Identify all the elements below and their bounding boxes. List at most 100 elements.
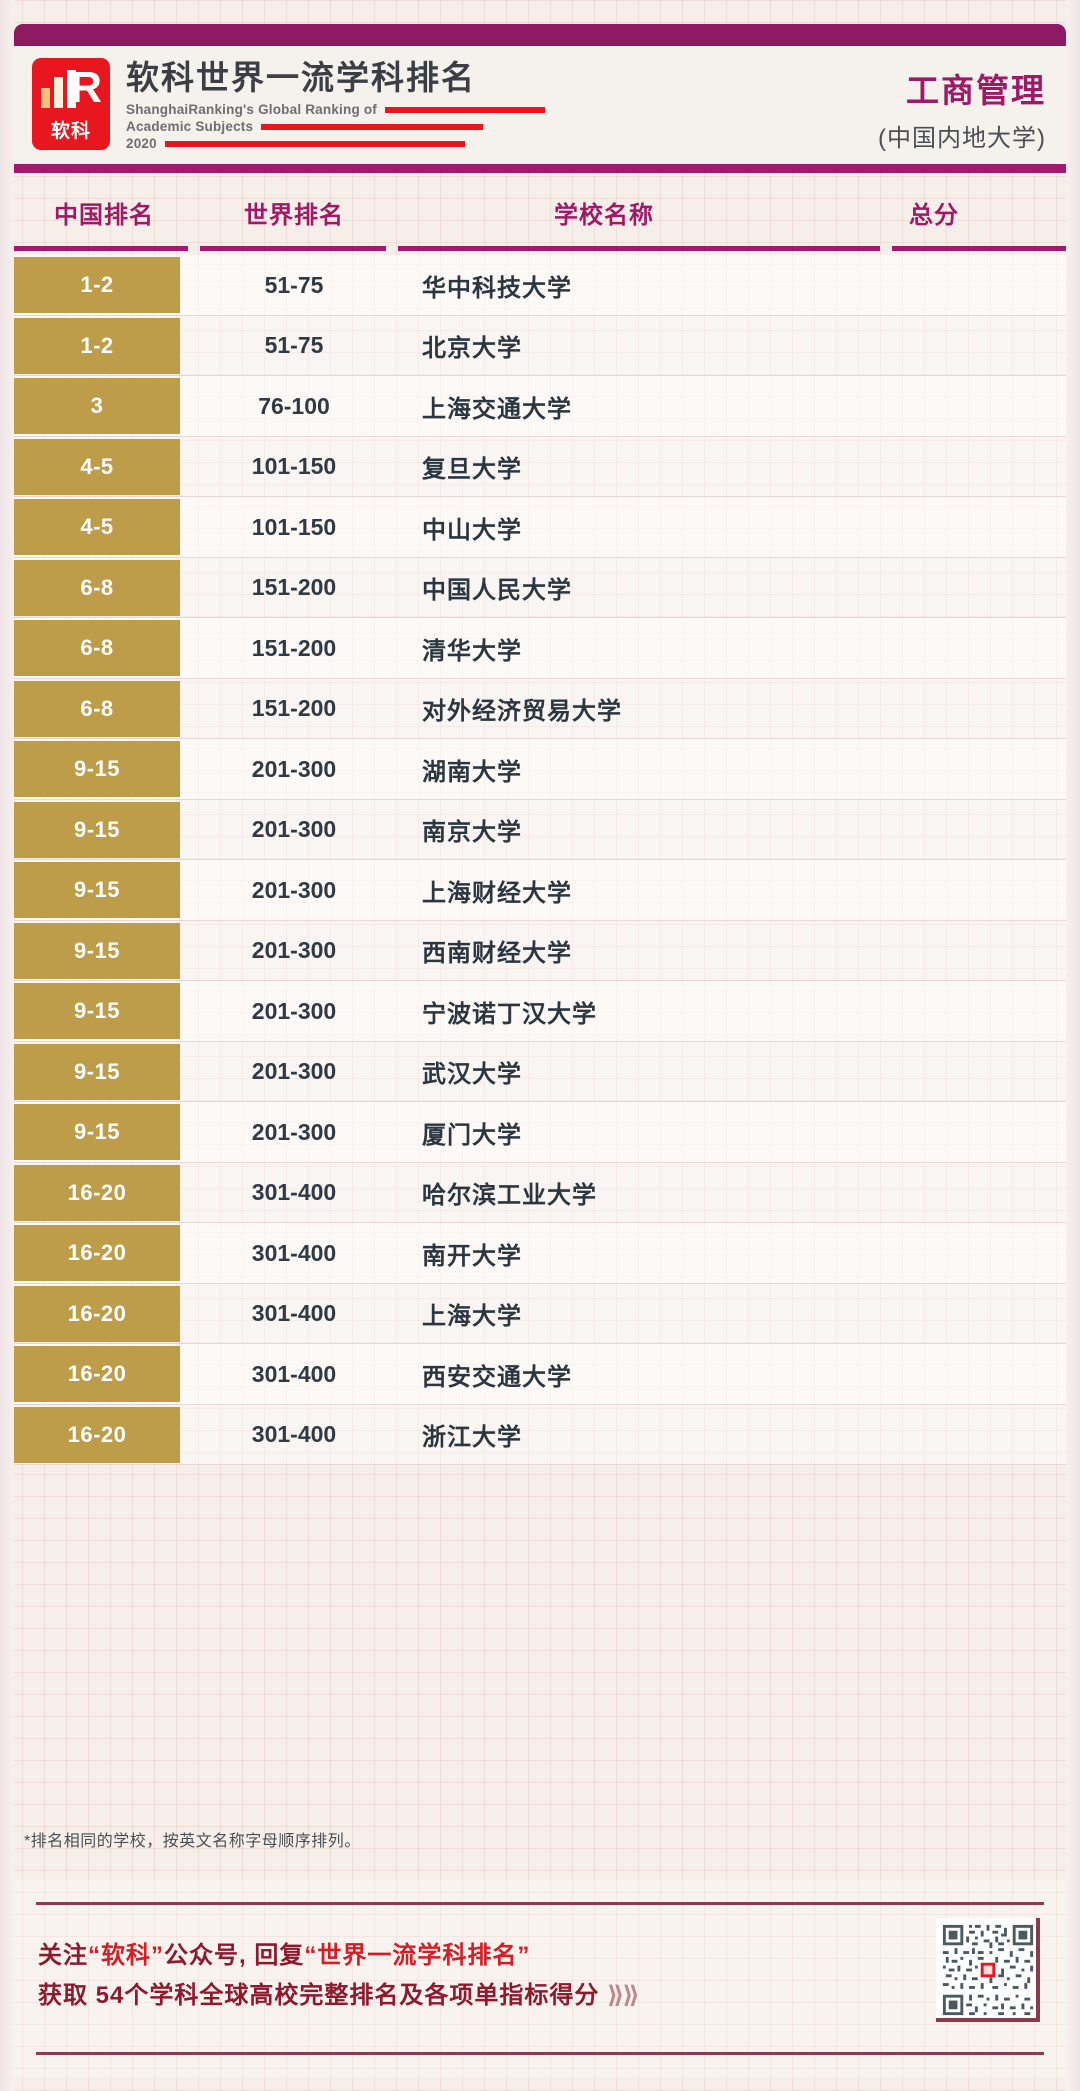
cell-world-rank: 201-300 (251, 876, 337, 903)
table-row: 9-15 201-300 南京大学 (14, 799, 1066, 860)
row-separator (14, 435, 1066, 437)
cell-university: 上海财经大学 (422, 879, 572, 907)
row-separator (14, 375, 1066, 376)
chevron-right-icon: ⟫⟫ (607, 1981, 640, 2009)
cell-cn-rank: 1-2 (14, 257, 180, 314)
row-separator (14, 314, 1066, 316)
logo-letter-r: R (70, 63, 102, 112)
footer-divider-bottom (36, 2052, 1044, 2055)
row-separator (14, 1161, 1066, 1163)
cell-world-rank: 301-400 (251, 1179, 337, 1206)
table-row: 16-20 301-400 西安交通大学 (14, 1344, 1066, 1405)
cell-cn-rank: 16-20 (14, 1285, 180, 1342)
cell-cn-rank: 9-15 (14, 922, 180, 979)
cell-world-rank: 51-75 (264, 332, 324, 359)
cell-world-rank: 301-400 (251, 1421, 337, 1448)
ranking-table: 1-2 51-75 华中科技大学 1-2 51-75 北京大学 3 76-100 上海交通大学 4… (14, 255, 1066, 1465)
table-row: 9-15 201-300 宁波诺丁汉大学 (14, 981, 1066, 1042)
cell-world-rank: 101-150 (251, 453, 337, 480)
cell-university: 哈尔滨工业大学 (422, 1182, 597, 1210)
red-dash-1 (384, 106, 545, 113)
logo-text-block: 软科世界一流学科排名 ShanghaiRanking's Global Rank… (126, 58, 545, 152)
column-rule-score (892, 246, 1066, 251)
row-separator (14, 556, 1066, 558)
cell-world-rank: 151-200 (251, 634, 337, 661)
cell-cn-rank: 9-15 (14, 1104, 180, 1161)
logo-brand-cn: 软科 (50, 121, 91, 142)
cell-university: 南京大学 (422, 819, 522, 847)
qr-code[interactable] (936, 1918, 1040, 2022)
table-row: 16-20 301-400 上海大学 (14, 1283, 1066, 1344)
table-row: 4-5 101-150 复旦大学 (14, 436, 1066, 497)
table-column-headers: 中国排名 世界排名 学校名称 总分 (14, 195, 1066, 251)
cell-world-rank: 201-300 (251, 997, 337, 1024)
cell-cn-rank: 16-20 (14, 1406, 180, 1463)
row-separator (14, 1403, 1066, 1405)
row-separator (14, 1040, 1066, 1042)
cell-cn-rank: 9-15 (14, 741, 180, 798)
cell-cn-rank: 9-15 (14, 862, 180, 919)
table-row: 9-15 201-300 西南财经大学 (14, 920, 1066, 981)
cell-world-rank: 201-300 (251, 1058, 337, 1085)
cell-cn-rank: 6-8 (14, 620, 180, 677)
cell-university: 南开大学 (422, 1242, 522, 1270)
column-header-university: 学校名称 (554, 202, 654, 229)
row-separator (14, 677, 1066, 679)
table-row: 9-15 201-300 湖南大学 (14, 739, 1066, 800)
cell-cn-rank: 16-20 (14, 1164, 180, 1221)
cell-cn-rank: 9-15 (14, 1043, 180, 1100)
footer-line1-b: “软科” (88, 1942, 164, 1969)
row-separator (14, 617, 1066, 618)
logo-en-line1: ShanghaiRanking's Global Ranking of (126, 102, 377, 118)
cell-cn-rank: 16-20 (14, 1346, 180, 1403)
footer-line1-c: 公众号, 回复 (164, 1942, 305, 1969)
row-separator (14, 1343, 1066, 1344)
row-separator (14, 1222, 1066, 1223)
subject-name: 工商管理 (906, 72, 1046, 109)
table-row: 9-15 201-300 厦门大学 (14, 1102, 1066, 1163)
subject-scope: (中国内地大学) (878, 125, 1046, 152)
cell-world-rank: 301-400 (251, 1300, 337, 1327)
row-separator (14, 738, 1066, 739)
table-row: 4-5 101-150 中山大学 (14, 497, 1066, 558)
right-margin-rule (1066, 0, 1080, 2091)
row-separator (14, 1282, 1066, 1284)
cell-university: 清华大学 (422, 637, 522, 665)
cell-world-rank: 301-400 (251, 1360, 337, 1387)
bar-chart-icon (41, 70, 76, 108)
cell-world-rank: 151-200 (251, 695, 337, 722)
cell-university: 中国人民大学 (422, 577, 572, 605)
column-rule-world-rank (200, 246, 386, 251)
row-separator (14, 1101, 1066, 1102)
column-header-world-rank: 世界排名 (244, 202, 344, 229)
cell-cn-rank: 3 (14, 378, 180, 435)
table-row: 9-15 201-300 武汉大学 (14, 1041, 1066, 1102)
cell-university: 中山大学 (422, 516, 522, 544)
row-separator (14, 919, 1066, 921)
cell-cn-rank: 4-5 (14, 499, 180, 556)
table-row: 1-2 51-75 北京大学 (14, 315, 1066, 376)
cell-university: 浙江大学 (422, 1424, 522, 1452)
row-separator (14, 980, 1066, 981)
cell-cn-rank: 6-8 (14, 559, 180, 616)
footnote: *排名相同的学校，按英文名称字母顺序排列。 (24, 1833, 361, 1850)
cell-university: 上海大学 (422, 1303, 522, 1331)
qr-code-icon (940, 1922, 1036, 2018)
cell-university: 西南财经大学 (422, 940, 572, 968)
cell-world-rank: 151-200 (251, 574, 337, 601)
table-row: 6-8 151-200 中国人民大学 (14, 557, 1066, 618)
header-top-bar (14, 24, 1066, 46)
cell-cn-rank: 9-15 (14, 801, 180, 858)
brand-logo: R 软科 软科世界一流学科排名 ShanghaiRanking's Global… (32, 58, 545, 152)
cell-world-rank: 201-300 (251, 755, 337, 782)
cell-university: 西安交通大学 (422, 1363, 572, 1391)
cell-university: 北京大学 (422, 335, 522, 363)
row-separator (14, 1464, 1066, 1465)
footer-line1-d: “世界一流学科排名” (304, 1942, 531, 1969)
footer-divider-top (36, 1902, 1044, 1905)
cell-university: 厦门大学 (422, 1121, 522, 1149)
red-dash-2 (261, 123, 484, 130)
cell-world-rank: 201-300 (251, 937, 337, 964)
row-separator (14, 496, 1066, 497)
cell-world-rank: 301-400 (251, 1239, 337, 1266)
